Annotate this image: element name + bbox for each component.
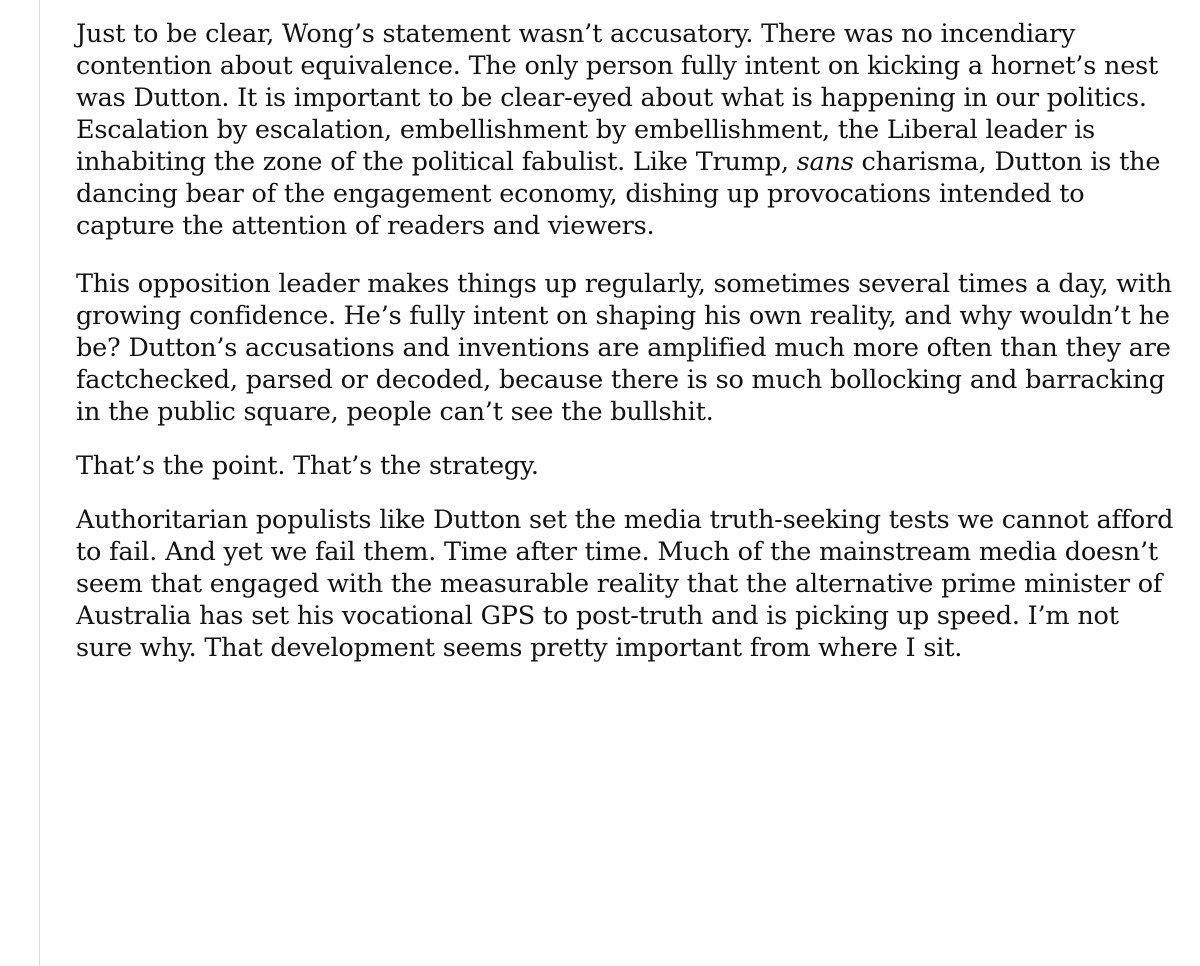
- paragraph-1-text-end: charisma, Dutton is the dancing bear of …: [76, 147, 1161, 241]
- paragraph-3: That’s the point. That’s the strategy.: [76, 451, 539, 481]
- paragraph-1: Just to be clear, Wong’s statement wasn’…: [76, 18, 1176, 242]
- paragraph-2: This opposition leader makes things up r…: [76, 269, 1172, 427]
- paragraph-4: Authoritarian populists like Dutton set …: [76, 505, 1174, 663]
- left-margin-rule: [39, 0, 40, 966]
- article-body: Just to be clear, Wong’s statement wasn’…: [76, 18, 1176, 686]
- paragraph-1-emphasis: sans: [796, 147, 854, 177]
- paragraph-1-text-start: Just to be clear, Wong’s statement wasn’…: [76, 19, 1159, 177]
